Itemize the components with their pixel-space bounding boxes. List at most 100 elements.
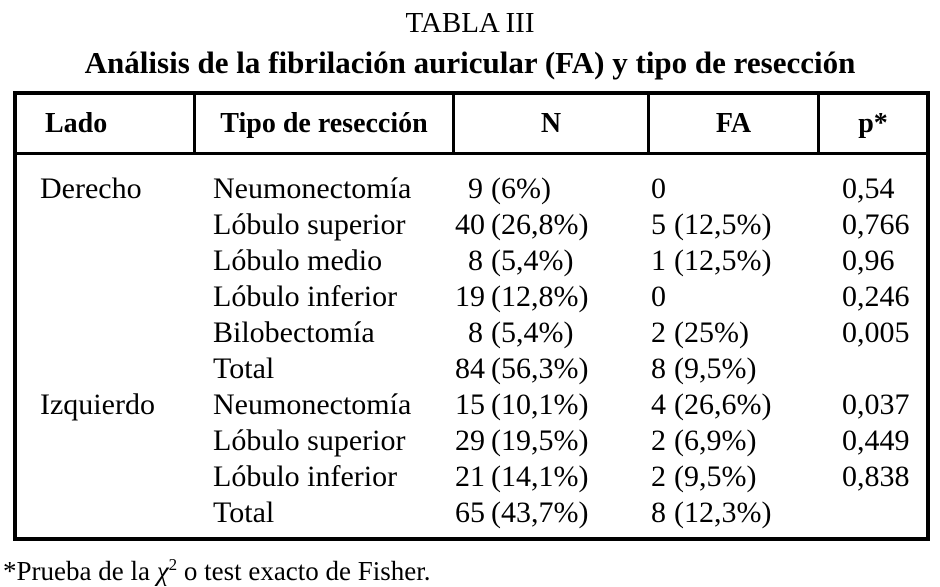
cell-fa-count: 2 bbox=[651, 460, 666, 493]
footnote-suffix: o test exacto de Fisher. bbox=[177, 556, 431, 586]
cell-fa-percent: (12,3%) bbox=[674, 496, 772, 529]
cell-n-percent: (12,8%) bbox=[491, 280, 589, 313]
cell-tipo: Neumonectomía bbox=[213, 388, 412, 421]
cell-n: 21 (14,1%) bbox=[455, 459, 650, 495]
cell-lado bbox=[17, 495, 196, 531]
cell-n: 40 (26,8%) bbox=[455, 207, 650, 243]
table-row: Bilobectomía 8 (5,4%) 2 (25%) 0,005 bbox=[17, 315, 926, 351]
cell-lado bbox=[17, 207, 196, 243]
cell-n: 15 (10,1%) bbox=[455, 387, 650, 423]
cell-fa-percent: (25%) bbox=[674, 316, 749, 349]
table-row: Derecho Neumonectomía 9 (6%) 0 0,54 bbox=[17, 171, 926, 207]
cell-lado bbox=[17, 315, 196, 351]
cell-tipo: Lóbulo inferior bbox=[213, 460, 398, 493]
cell-tipo: Lóbulo inferior bbox=[213, 280, 398, 313]
cell-fa: 5 (12,5%) bbox=[650, 207, 820, 243]
chi-symbol: χ bbox=[156, 556, 169, 586]
cell-n: 8 (5,4%) bbox=[455, 243, 650, 279]
cell-fa-count: 2 bbox=[651, 424, 666, 457]
cell-tipo: Total bbox=[213, 352, 275, 385]
cell-fa: 2 (25%) bbox=[650, 315, 820, 351]
cell-p: 0,246 bbox=[842, 280, 910, 313]
table-header-row: Lado Tipo de resección N FA p* bbox=[17, 95, 926, 155]
cell-p: 0,005 bbox=[842, 316, 910, 349]
cell-p: 0,037 bbox=[842, 388, 910, 421]
cell-tipo: Neumonectomía bbox=[213, 172, 412, 205]
cell-fa-percent: (6,9%) bbox=[674, 424, 757, 457]
cell-lado bbox=[17, 279, 196, 315]
cell-n-count: 9 bbox=[468, 172, 483, 205]
cell-tipo: Lóbulo superior bbox=[213, 208, 406, 241]
cell-fa: 4 (26,6%) bbox=[650, 387, 820, 423]
cell-n-percent: (14,1%) bbox=[491, 460, 589, 493]
cell-fa: 0 bbox=[650, 279, 820, 315]
cell-fa-count: 0 bbox=[651, 172, 666, 205]
cell-fa-count: 8 bbox=[651, 352, 666, 385]
cell-lado: Derecho bbox=[40, 172, 142, 205]
cell-fa: 2 (9,5%) bbox=[650, 459, 820, 495]
cell-n-count: 8 bbox=[468, 316, 483, 349]
cell-n-count: 8 bbox=[468, 244, 483, 277]
cell-lado bbox=[17, 423, 196, 459]
cell-tipo: Bilobectomía bbox=[213, 316, 375, 349]
cell-p bbox=[820, 351, 926, 387]
cell-n-count: 40 bbox=[455, 208, 485, 241]
cell-n-percent: (19,5%) bbox=[491, 424, 589, 457]
cell-fa-count: 5 bbox=[651, 208, 666, 241]
cell-fa-percent: (12,5%) bbox=[674, 208, 772, 241]
cell-tipo: Total bbox=[213, 496, 275, 529]
table-row: Total 65 (43,7%) 8 (12,3%) bbox=[17, 495, 926, 531]
cell-lado bbox=[17, 459, 196, 495]
table-number-title: TABLA III bbox=[405, 7, 535, 39]
cell-n-percent: (43,7%) bbox=[491, 496, 589, 529]
cell-fa: 1 (12,5%) bbox=[650, 243, 820, 279]
cell-n-count: 84 bbox=[455, 352, 485, 385]
cell-n-count: 65 bbox=[455, 496, 485, 529]
cell-fa-count: 1 bbox=[651, 244, 666, 277]
cell-fa: 8 (12,3%) bbox=[650, 495, 820, 531]
cell-fa-count: 8 bbox=[651, 496, 666, 529]
cell-fa: 0 bbox=[650, 171, 820, 207]
table-row: Lóbulo medio 8 (5,4%) 1 (12,5%) 0,96 bbox=[17, 243, 926, 279]
col-header-fa: FA bbox=[650, 95, 820, 152]
cell-n: 29 (19,5%) bbox=[455, 423, 650, 459]
cell-fa-percent: (12,5%) bbox=[674, 244, 772, 277]
cell-n: 65 (43,7%) bbox=[455, 495, 650, 531]
cell-n: 9 (6%) bbox=[455, 171, 650, 207]
footnote-prefix: *Prueba de la bbox=[3, 556, 157, 586]
cell-p: 0,54 bbox=[842, 172, 895, 205]
cell-fa-count: 2 bbox=[651, 316, 666, 349]
cell-fa-percent: (9,5%) bbox=[674, 352, 757, 385]
cell-fa-count: 4 bbox=[651, 388, 666, 421]
cell-fa-count: 0 bbox=[651, 280, 666, 313]
cell-fa: 2 (6,9%) bbox=[650, 423, 820, 459]
cell-n-count: 19 bbox=[455, 280, 485, 313]
cell-n-percent: (6%) bbox=[491, 172, 551, 205]
cell-lado bbox=[17, 351, 196, 387]
cell-n-percent: (10,1%) bbox=[491, 388, 589, 421]
table-row: Lóbulo superior 29 (19,5%) 2 (6,9%) 0,449 bbox=[17, 423, 926, 459]
chi-exponent: 2 bbox=[168, 555, 178, 574]
col-header-p: p* bbox=[858, 107, 888, 139]
cell-n-percent: (56,3%) bbox=[491, 352, 589, 385]
cell-tipo: Lóbulo medio bbox=[213, 244, 383, 277]
footnote: *Prueba de la χ2 o test exacto de Fisher… bbox=[0, 550, 940, 586]
cell-p: 0,766 bbox=[842, 208, 910, 241]
cell-fa-percent: (9,5%) bbox=[674, 460, 757, 493]
table-body: Derecho Neumonectomía 9 (6%) 0 0,54 Lóbul… bbox=[17, 155, 926, 537]
cell-n-count: 21 bbox=[455, 460, 485, 493]
cell-n-count: 29 bbox=[455, 424, 485, 457]
cell-lado: Izquierdo bbox=[40, 388, 155, 421]
cell-n-percent: (5,4%) bbox=[491, 316, 574, 349]
col-header-n: N bbox=[455, 95, 650, 152]
table-row: Lóbulo superior 40 (26,8%) 5 (12,5%) 0,766 bbox=[17, 207, 926, 243]
cell-p: 0,838 bbox=[842, 460, 910, 493]
table-caption: Análisis de la fibrilación auricular (FA… bbox=[84, 45, 856, 80]
table-row: Izquierdo Neumonectomía 15 (10,1%) 4 (26,6… bbox=[17, 387, 926, 423]
cell-n: 19 (12,8%) bbox=[455, 279, 650, 315]
cell-p: 0,449 bbox=[842, 424, 910, 457]
cell-n-percent: (26,8%) bbox=[491, 208, 589, 241]
data-table: Lado Tipo de resección N FA p* Derecho N… bbox=[13, 91, 930, 541]
cell-n: 8 (5,4%) bbox=[455, 315, 650, 351]
